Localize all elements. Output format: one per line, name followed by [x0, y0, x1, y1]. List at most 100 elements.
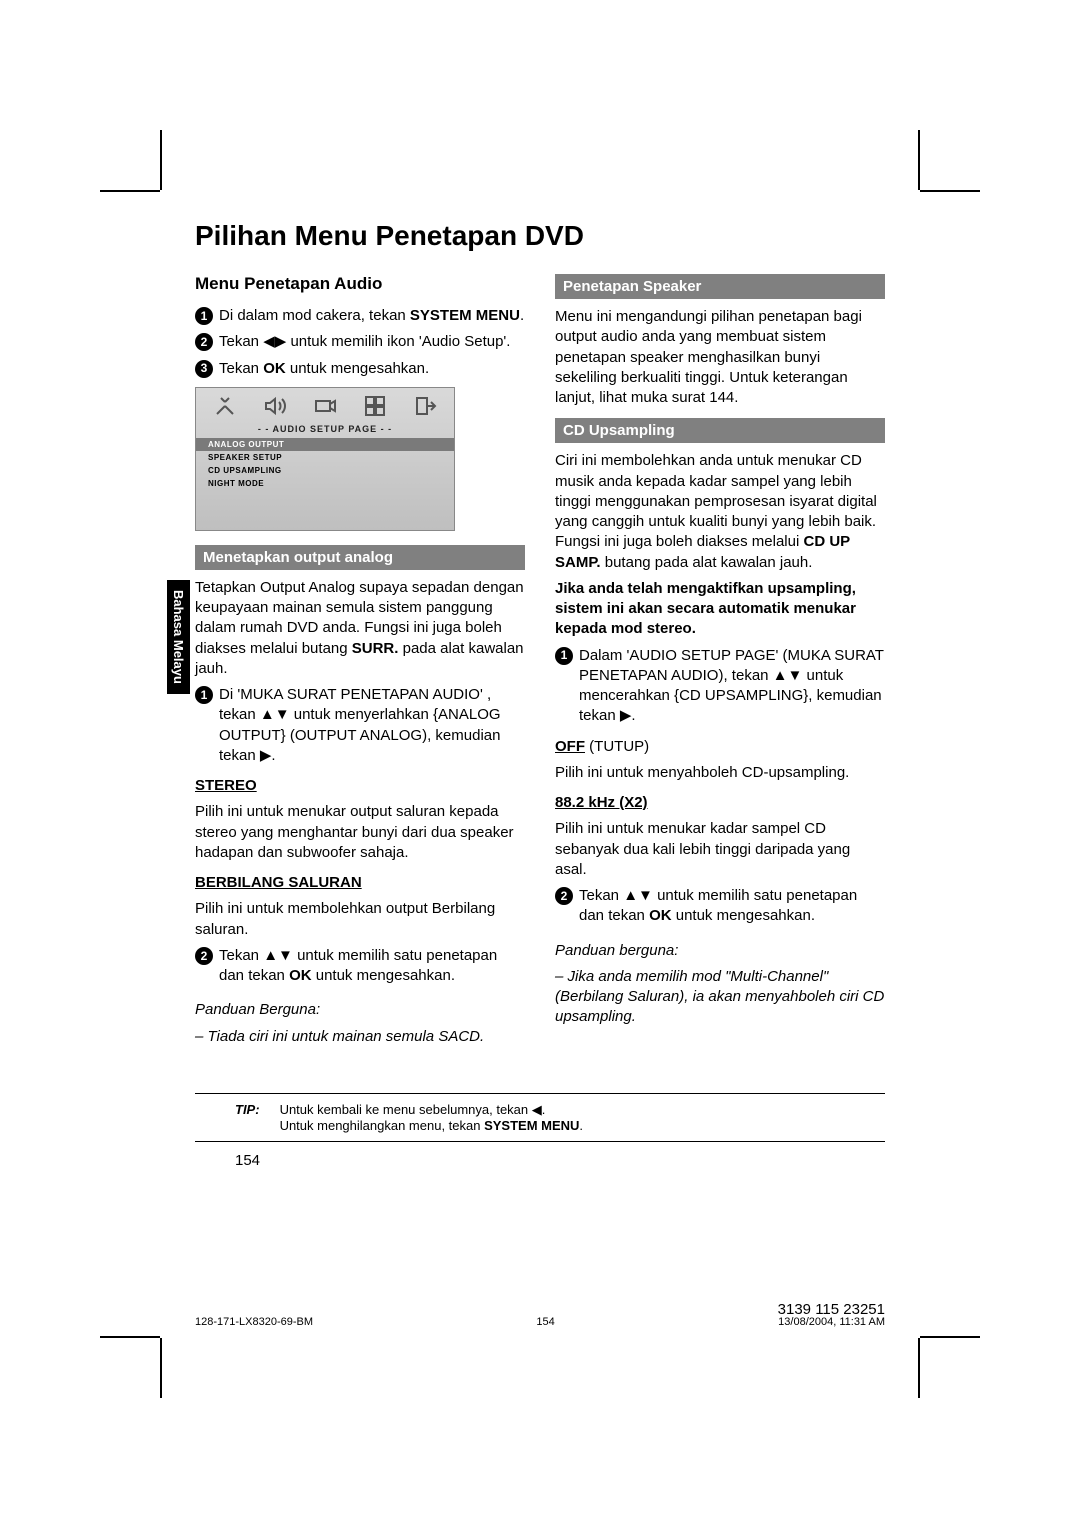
option-off: OFF (TUTUP)	[555, 737, 885, 757]
text: .	[542, 1102, 546, 1117]
step-badge-2: 2	[195, 333, 213, 351]
crop-mark	[160, 1338, 162, 1398]
text: .	[271, 747, 275, 764]
step-1c: 1 Dalam 'AUDIO SETUP PAGE' (MUKA SURAT P…	[555, 646, 885, 727]
osd-screenshot: - - AUDIO SETUP PAGE - - ANALOG OUTPUT S…	[195, 387, 455, 531]
crop-mark	[920, 1336, 980, 1338]
tip-text: Untuk kembali ke menu sebelumnya, tekan …	[280, 1102, 583, 1133]
crop-mark	[160, 130, 162, 190]
language-tab: Bahasa Melayu	[167, 580, 190, 694]
option-multichannel-title: BERBILANG SALURAN	[195, 873, 525, 893]
tip-label: TIP:	[235, 1102, 260, 1133]
hint-body: – Tiada ciri ini untuk mainan semula SAC…	[195, 1027, 525, 1047]
text: untuk memilih ikon 'Audio Setup'.	[286, 333, 510, 350]
text: .	[579, 1118, 583, 1133]
up-down-arrow-icon: ▲▼	[623, 887, 653, 904]
text-bold: OK	[263, 360, 286, 377]
text-bold: SURR.	[352, 640, 399, 657]
text: untuk mengesahkan.	[312, 967, 455, 984]
hint-label: Panduan berguna:	[555, 941, 885, 961]
step-1-text: Di dalam mod cakera, tekan SYSTEM MENU.	[219, 306, 525, 326]
page-number: 154	[235, 1152, 885, 1169]
subsection-speaker: Penetapan Speaker	[555, 274, 885, 299]
paragraph: Ciri ini membolehkan anda untuk menukar …	[555, 451, 885, 573]
paragraph: Menu ini mengandungi pilihan penetapan b…	[555, 307, 885, 408]
step-text: Di 'MUKA SURAT PENETAPAN AUDIO' , tekan …	[219, 685, 525, 766]
up-down-arrow-icon: ▲▼	[773, 667, 803, 684]
up-down-arrow-icon: ▲▼	[260, 706, 290, 723]
step-text: Tekan ▲▼ untuk memilih satu penetapan da…	[219, 946, 525, 987]
step-2c: 2 Tekan ▲▼ untuk memilih satu penetapan …	[555, 886, 885, 927]
left-right-arrow-icon: ◀▶	[263, 333, 286, 350]
step-badge-1: 1	[195, 307, 213, 325]
option-multichannel-body: Pilih ini untuk membolehkan output Berbi…	[195, 899, 525, 940]
right-arrow-icon: ▶	[260, 747, 272, 764]
text: Di dalam mod cakera, tekan	[219, 307, 410, 324]
footer-code: 3139 115 23251	[778, 1301, 885, 1318]
text: Tekan	[219, 333, 263, 350]
hint-body: – Jika anda memilih mod "Multi-Channel" …	[555, 967, 885, 1028]
step-1: 1 Di dalam mod cakera, tekan SYSTEM MENU…	[195, 306, 525, 326]
option-88khz-body: Pilih ini untuk menukar kadar sampel CD …	[555, 819, 885, 880]
text: Tekan	[219, 360, 263, 377]
option-stereo-body: Pilih ini untuk menukar output saluran k…	[195, 802, 525, 863]
right-column: Penetapan Speaker Menu ini mengandungi p…	[555, 274, 885, 1053]
text: Untuk menghilangkan menu, tekan	[280, 1118, 485, 1133]
step-2b: 2 Tekan ▲▼ untuk memilih satu penetapan …	[195, 946, 525, 987]
option-off-body: Pilih ini untuk menyahboleh CD-upsamplin…	[555, 763, 885, 783]
up-down-arrow-icon: ▲▼	[263, 947, 293, 964]
speaker-icon	[260, 394, 290, 418]
footer-doc-id: 128-171-LX8320-69-BM	[195, 1316, 313, 1328]
step-badge-2: 2	[195, 947, 213, 965]
osd-menu: ANALOG OUTPUT SPEAKER SETUP CD UPSAMPLIN…	[196, 438, 454, 530]
subsection-cd-upsampling: CD Upsampling	[555, 418, 885, 443]
tip-block: TIP: Untuk kembali ke menu sebelumnya, t…	[195, 1093, 885, 1142]
text: Tekan	[219, 947, 263, 964]
right-arrow-icon: ▶	[620, 707, 632, 724]
step-badge-3: 3	[195, 360, 213, 378]
step-2: 2 Tekan ◀▶ untuk memilih ikon 'Audio Set…	[195, 332, 525, 352]
crop-mark	[918, 1338, 920, 1398]
text-bold: SYSTEM MENU	[410, 307, 520, 324]
text: .	[631, 707, 635, 724]
paragraph-bold: Jika anda telah mengaktifkan upsampling,…	[555, 579, 885, 640]
step-badge-2: 2	[555, 887, 573, 905]
step-badge-1: 1	[555, 647, 573, 665]
osd-item: SPEAKER SETUP	[196, 451, 454, 464]
tools-icon	[210, 394, 240, 418]
paragraph: Tetapkan Output Analog supaya sepadan de…	[195, 578, 525, 679]
text: .	[520, 307, 524, 324]
option-off-title: OFF	[555, 738, 585, 755]
grid-icon	[360, 394, 390, 418]
step-badge-1: 1	[195, 686, 213, 704]
osd-item: CD UPSAMPLING	[196, 464, 454, 477]
step-text: Dalam 'AUDIO SETUP PAGE' (MUKA SURAT PEN…	[579, 646, 885, 727]
option-88khz-title: 88.2 kHz (X2)	[555, 793, 885, 813]
osd-icon-row	[196, 388, 454, 420]
osd-item: ANALOG OUTPUT	[196, 438, 454, 451]
text-bold: SYSTEM MENU	[484, 1118, 579, 1133]
text-bold: OK	[649, 907, 672, 924]
page-content: Bahasa Melayu Pilihan Menu Penetapan DVD…	[195, 220, 885, 1169]
left-arrow-icon: ◀	[532, 1102, 542, 1117]
crop-mark	[100, 1336, 160, 1338]
text: untuk mengesahkan.	[672, 907, 815, 924]
crop-mark	[100, 190, 160, 192]
step-3: 3 Tekan OK untuk mengesahkan.	[195, 359, 525, 379]
option-stereo-title: STEREO	[195, 776, 525, 796]
text: butang pada alat kawalan jauh.	[601, 554, 813, 571]
osd-item: NIGHT MODE	[196, 477, 454, 490]
text-bold: OK	[289, 967, 312, 984]
step-text: Tekan ▲▼ untuk memilih satu penetapan da…	[579, 886, 885, 927]
left-column: Menu Penetapan Audio 1 Di dalam mod cake…	[195, 274, 525, 1053]
crop-mark	[920, 190, 980, 192]
step-2-text: Tekan ◀▶ untuk memilih ikon 'Audio Setup…	[219, 332, 525, 352]
exit-icon	[410, 394, 440, 418]
text: Tekan	[579, 887, 623, 904]
section-title-audio: Menu Penetapan Audio	[195, 274, 525, 294]
crop-mark	[918, 130, 920, 190]
text: untuk mengesahkan.	[286, 360, 429, 377]
page-title: Pilihan Menu Penetapan DVD	[195, 220, 885, 252]
text: Untuk kembali ke menu sebelumnya, tekan	[280, 1102, 532, 1117]
step-3-text: Tekan OK untuk mengesahkan.	[219, 359, 525, 379]
